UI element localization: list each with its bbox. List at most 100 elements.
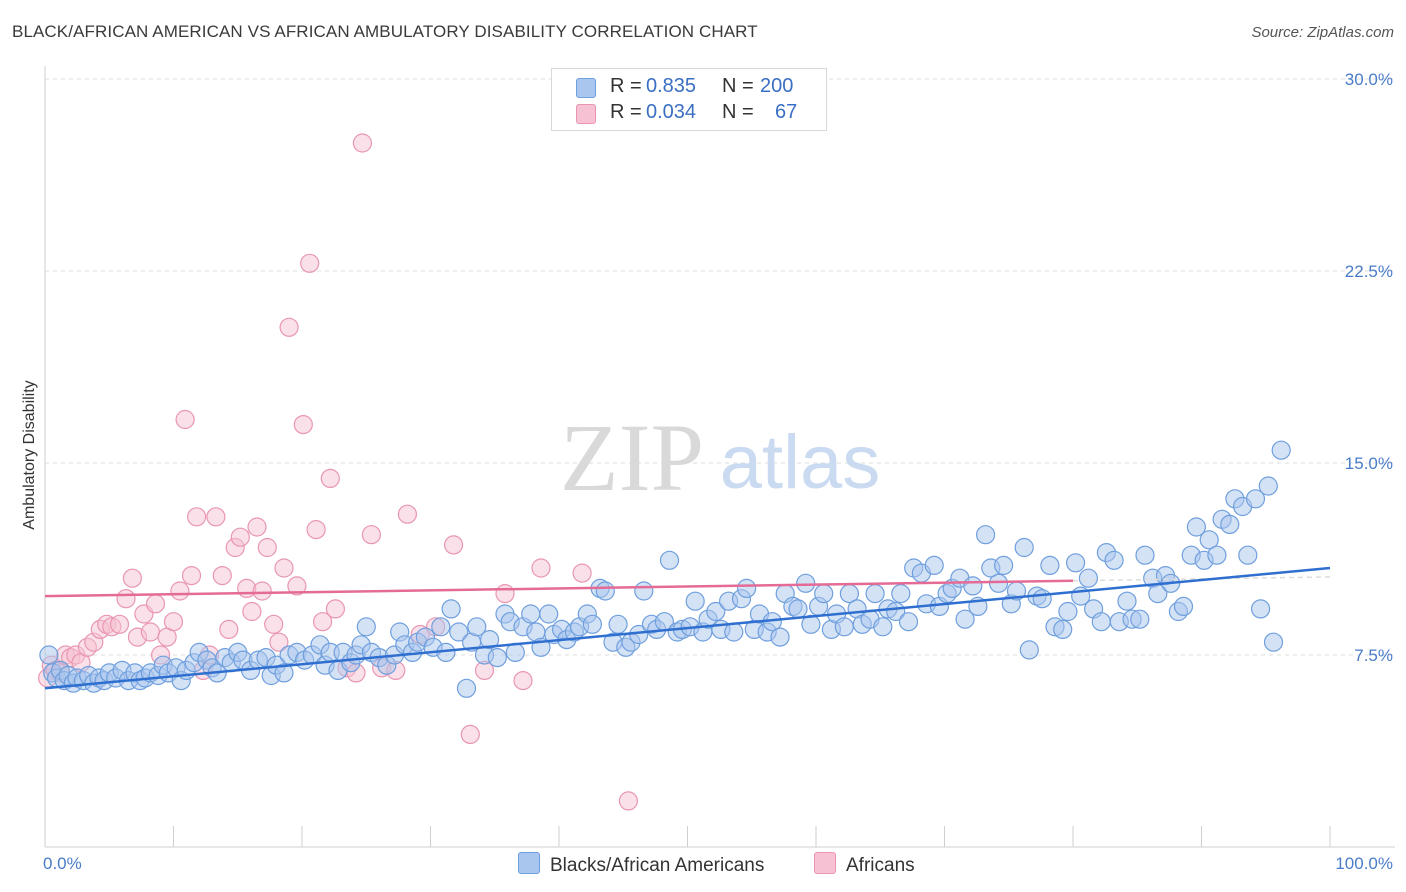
bottom-swatch-blue	[518, 852, 540, 874]
blacks-point	[659, 550, 680, 570]
blacks-point	[1263, 632, 1284, 652]
blacks-point	[873, 617, 893, 637]
africans-point	[279, 317, 299, 337]
africans-point	[122, 568, 142, 588]
blacks-points	[39, 440, 1291, 698]
africans-trend-line	[44, 579, 1074, 598]
bottom-legend-label: Blacks/African Americans	[550, 855, 765, 876]
blacks-point	[865, 583, 885, 604]
africans-point	[531, 558, 551, 578]
y-tick-label: 22.5%	[1345, 262, 1393, 281]
blacks-point	[1091, 612, 1111, 632]
africans-point	[313, 612, 333, 632]
blacks-point	[449, 622, 469, 642]
africans-point	[175, 409, 195, 430]
africans-point	[109, 614, 130, 634]
africans-point	[242, 601, 262, 622]
blacks-point	[1065, 553, 1086, 573]
legend-r-label: R =	[610, 75, 642, 97]
blacks-point	[975, 525, 996, 545]
blacks-point	[1117, 591, 1137, 611]
blacks-point	[1135, 545, 1155, 565]
blacks-point	[1271, 440, 1291, 460]
blacks-point	[1078, 568, 1099, 588]
legend-n-value: 67	[775, 101, 798, 123]
blacks-point	[582, 614, 603, 634]
blacks-point	[796, 573, 816, 593]
blacks-point	[770, 627, 790, 647]
blacks-point	[898, 612, 919, 632]
africans-point	[572, 563, 592, 583]
africans-point	[361, 525, 381, 545]
blacks-point	[788, 599, 808, 619]
blacks-point	[1238, 545, 1258, 565]
blacks-point	[1207, 545, 1227, 565]
africans-point	[230, 527, 250, 547]
africans-point	[252, 581, 272, 601]
blacks-point	[634, 581, 654, 601]
blacks-point	[487, 647, 507, 668]
bottom-legend-blacks: Blacks/African Americans	[518, 852, 764, 877]
africans-point	[140, 622, 160, 642]
blacks-point	[521, 604, 541, 624]
blacks-point	[1130, 609, 1150, 629]
africans-point	[495, 583, 515, 604]
bottom-legend-africans: Africans	[814, 852, 915, 877]
blacks-point	[801, 614, 821, 634]
blacks-point	[1104, 550, 1124, 570]
africans-point	[257, 537, 277, 558]
blacks-point	[505, 642, 525, 663]
blacks-point	[814, 583, 834, 604]
blacks-point	[993, 555, 1014, 576]
blacks-point	[1199, 530, 1219, 550]
blacks-point	[431, 617, 451, 637]
x-tick-label: 0.0%	[43, 854, 82, 873]
africans-point	[274, 558, 294, 578]
bottom-swatch-pink	[814, 852, 836, 874]
blacks-point	[1058, 601, 1078, 622]
blacks-point	[924, 555, 944, 576]
legend-n-value: 200	[760, 75, 794, 97]
blacks-point	[1245, 489, 1266, 509]
blacks-point	[441, 599, 461, 619]
africans-point	[187, 507, 207, 527]
africans-points	[37, 133, 639, 811]
blacks-point	[480, 629, 500, 650]
blacks-point	[456, 678, 477, 698]
blacks-point	[467, 617, 487, 637]
legend-r-value: 0.034	[646, 101, 697, 123]
blacks-point	[539, 604, 559, 624]
blacks-point	[963, 576, 983, 596]
blacks-point	[1019, 640, 1039, 660]
africans-point	[247, 517, 267, 537]
blacks-point	[1220, 514, 1240, 535]
blacks-point	[356, 617, 376, 637]
y-tick-label: 15.0%	[1345, 454, 1393, 473]
grid-lines	[45, 78, 1395, 656]
blacks-point	[1173, 596, 1194, 617]
legend-r-value: 0.835	[646, 75, 697, 97]
chart-title: BLACK/AFRICAN AMERICAN VS AFRICAN AMBULA…	[12, 22, 758, 41]
blacks-point	[955, 609, 975, 629]
africans-point	[116, 589, 136, 609]
africans-point	[212, 565, 232, 586]
blacks-point	[988, 573, 1009, 593]
blacks-point	[1014, 537, 1034, 558]
africans-point	[170, 581, 190, 601]
africans-point	[397, 504, 417, 524]
watermark: ZIP atlas	[560, 404, 880, 511]
legend-r-label: R =	[610, 101, 642, 123]
blacks-point	[1258, 476, 1278, 496]
blacks-point	[706, 601, 726, 622]
y-tick-labels: 7.5% 15.0% 22.5% 30.0%	[1345, 70, 1393, 665]
blacks-trend-line	[44, 566, 1331, 690]
blacks-point	[1040, 555, 1060, 576]
axes	[44, 66, 1395, 848]
trend-lines	[44, 566, 1331, 690]
africans-point	[300, 253, 320, 273]
africans-point	[181, 565, 202, 586]
blacks-point	[736, 578, 757, 599]
bottom-legend-label: Africans	[846, 855, 915, 876]
y-tick-label: 7.5%	[1354, 646, 1393, 665]
africans-point	[206, 507, 226, 527]
